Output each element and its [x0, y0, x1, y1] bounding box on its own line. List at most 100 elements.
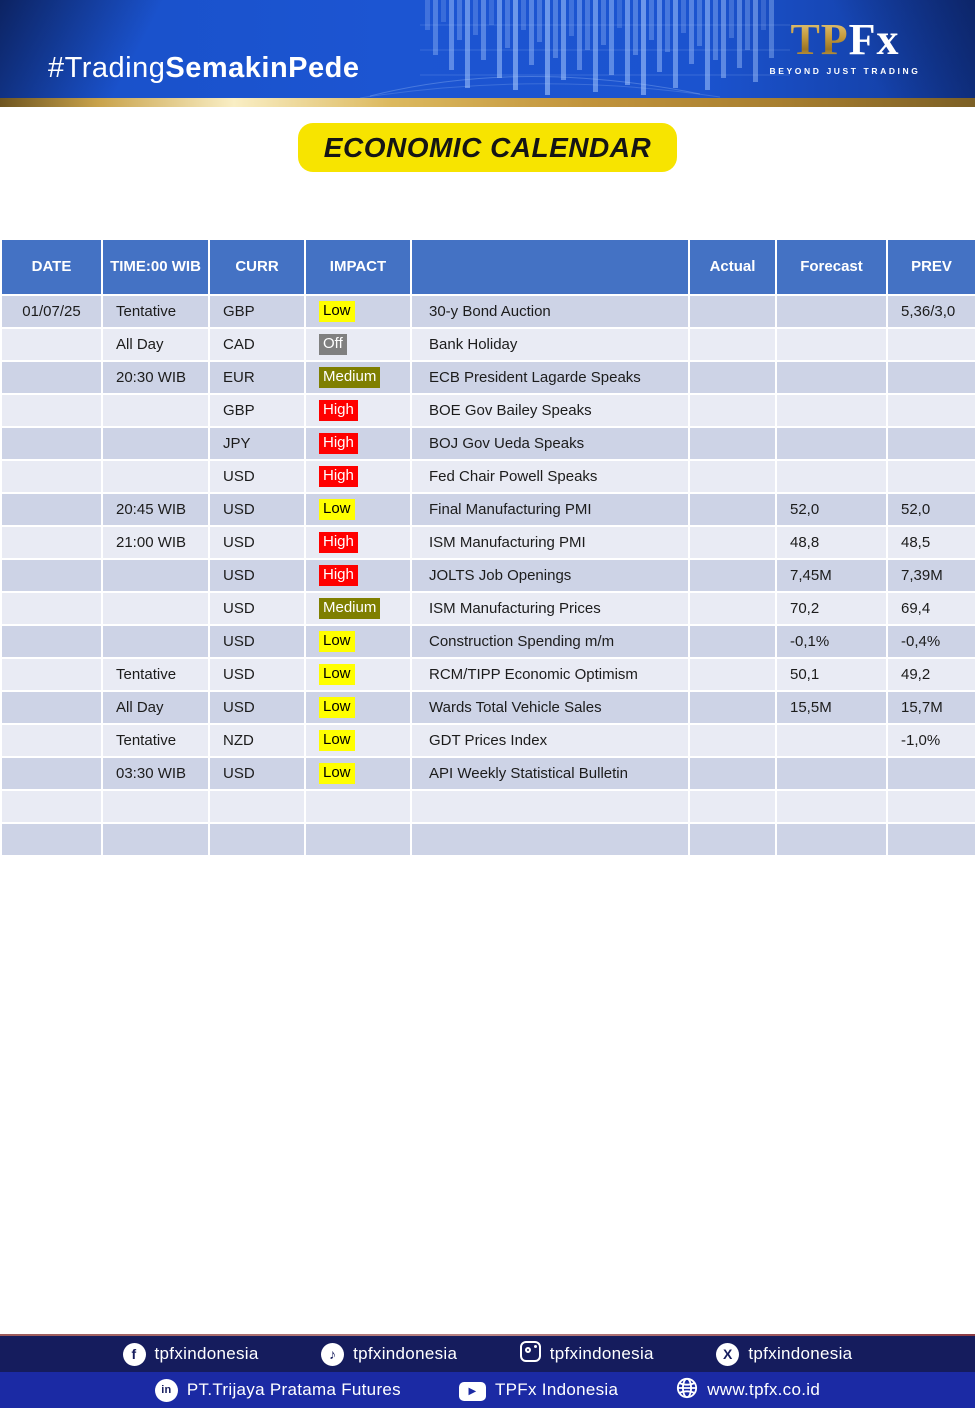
impact-badge: High — [319, 532, 358, 553]
date-cell — [0, 459, 103, 494]
impact-cell: Low — [304, 624, 412, 659]
date-cell — [0, 756, 103, 791]
curr-cell: EUR — [208, 360, 306, 395]
curr-cell: USD — [208, 591, 306, 626]
column-header-date: DATE — [0, 238, 103, 296]
event-cell: API Weekly Statistical Bulletin — [410, 756, 690, 791]
forecast-cell — [775, 360, 888, 395]
actual-cell — [688, 558, 777, 593]
logo-tagline: BEYOND JUST TRADING — [769, 66, 921, 76]
date-cell — [0, 426, 103, 461]
table-row: USD Low Construction Spending m/m -0,1% -0,4… — [0, 624, 975, 659]
table-row: USD High Fed Chair Powell Speaks — [0, 459, 975, 494]
impact-cell: Low — [304, 657, 412, 692]
time-cell: 20:45 WIB — [101, 492, 210, 527]
info-link-website[interactable]: www.tpfx.co.id — [676, 1377, 820, 1404]
social-link-facebook[interactable]: f tpfxindonesia — [122, 1342, 259, 1366]
time-cell: All Day — [101, 690, 210, 725]
forecast-cell — [775, 393, 888, 428]
prev-cell: 69,4 — [886, 591, 975, 626]
time-cell: All Day — [101, 327, 210, 362]
info-link-linkedin[interactable]: in PT.Trijaya Pratama Futures — [154, 1378, 401, 1402]
table-row — [0, 789, 975, 824]
info-label: TPFx Indonesia — [494, 1380, 619, 1399]
impact-cell: High — [304, 525, 412, 560]
facebook-icon: f — [122, 1342, 146, 1366]
social-band: f tpfxindonesia ♪ tpfxindonesia tpfxindonesi… — [0, 1336, 975, 1372]
curr-cell — [208, 822, 306, 857]
curr-cell: USD — [208, 756, 306, 791]
prev-cell: -1,0% — [886, 723, 975, 758]
social-label: tpfxindonesia — [154, 1344, 259, 1363]
date-cell — [0, 624, 103, 659]
impact-badge: Low — [319, 730, 355, 751]
time-cell — [101, 591, 210, 626]
economic-calendar-table: DATE TIME:00 WIB CURR IMPACT Actual Forecast P… — [0, 238, 975, 857]
social-label: tpfxindonesia — [748, 1344, 853, 1363]
date-cell — [0, 789, 103, 824]
time-cell — [101, 822, 210, 857]
time-cell: 20:30 WIB — [101, 360, 210, 395]
impact-cell: Low — [304, 492, 412, 527]
impact-badge: Low — [319, 301, 355, 322]
prev-cell — [886, 426, 975, 461]
curr-cell: USD — [208, 558, 306, 593]
social-link-instagram[interactable]: tpfxindonesia — [519, 1341, 654, 1367]
forecast-cell — [775, 459, 888, 494]
impact-badge: Low — [319, 499, 355, 520]
table-row — [0, 822, 975, 857]
curr-cell: JPY — [208, 426, 306, 461]
time-cell: Tentative — [101, 294, 210, 329]
linkedin-icon: in — [154, 1378, 178, 1402]
forecast-cell: -0,1% — [775, 624, 888, 659]
actual-cell — [688, 492, 777, 527]
time-cell: 03:30 WIB — [101, 756, 210, 791]
time-cell: Tentative — [101, 657, 210, 692]
table-row: 21:00 WIB USD High ISM Manufacturing PMI 48,… — [0, 525, 975, 560]
actual-cell — [688, 459, 777, 494]
table-row: All Day CAD Off Bank Holiday — [0, 327, 975, 362]
column-header-time: TIME:00 WIB — [101, 238, 210, 296]
actual-cell — [688, 657, 777, 692]
impact-badge: Medium — [319, 598, 381, 619]
time-cell: 21:00 WIB — [101, 525, 210, 560]
event-cell: Final Manufacturing PMI — [410, 492, 690, 527]
prev-cell: 48,5 — [886, 525, 975, 560]
table-row: JPY High BOJ Gov Ueda Speaks — [0, 426, 975, 461]
time-cell: Tentative — [101, 723, 210, 758]
info-link-youtube[interactable]: ▶ TPFx Indonesia — [458, 1379, 619, 1401]
impact-badge: High — [319, 565, 358, 586]
social-label: tpfxindonesia — [353, 1344, 458, 1363]
date-cell — [0, 690, 103, 725]
column-header-impact: IMPACT — [304, 238, 412, 296]
table-row: All Day USD Low Wards Total Vehicle Sales 15… — [0, 690, 975, 725]
column-header-prev: PREV — [886, 238, 975, 296]
page-title-badge: ECONOMIC CALENDAR — [297, 123, 678, 172]
actual-cell — [688, 360, 777, 395]
prev-cell: 49,2 — [886, 657, 975, 692]
youtube-icon: ▶ — [458, 1379, 486, 1401]
impact-badge: Low — [319, 697, 355, 718]
forecast-cell — [775, 756, 888, 791]
campaign-hashtag: #TradingSemakinPede — [48, 52, 360, 85]
forecast-cell: 15,5M — [775, 690, 888, 725]
date-cell — [0, 723, 103, 758]
info-label: www.tpfx.co.id — [707, 1380, 821, 1399]
time-cell — [101, 624, 210, 659]
prev-cell: 7,39M — [886, 558, 975, 593]
time-cell — [101, 393, 210, 428]
date-cell — [0, 525, 103, 560]
footer: f tpfxindonesia ♪ tpfxindonesia tpfxindonesi… — [0, 1336, 975, 1408]
curr-cell: USD — [208, 525, 306, 560]
date-cell — [0, 657, 103, 692]
forecast-cell: 7,45M — [775, 558, 888, 593]
event-cell — [410, 789, 690, 824]
actual-cell — [688, 756, 777, 791]
column-header-forecast: Forecast — [775, 238, 888, 296]
social-link-tiktok[interactable]: ♪ tpfxindonesia — [321, 1342, 458, 1366]
event-cell: GDT Prices Index — [410, 723, 690, 758]
actual-cell — [688, 294, 777, 329]
impact-cell: Low — [304, 756, 412, 791]
actual-cell — [688, 393, 777, 428]
